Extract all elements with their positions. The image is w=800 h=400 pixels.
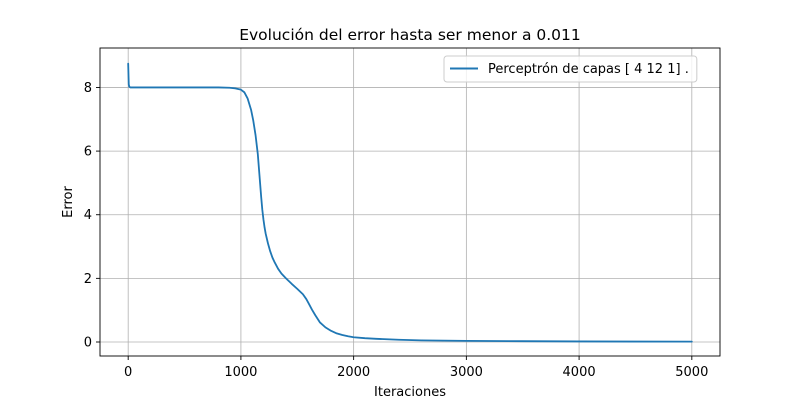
y-tick-label: 0 <box>84 336 92 351</box>
x-tick-label: 1000 <box>224 365 257 380</box>
y-tick-label: 8 <box>84 81 92 96</box>
x-tick-label: 5000 <box>675 365 708 380</box>
chart-title: Evolución del error hasta ser menor a 0.… <box>239 26 581 44</box>
x-tick-label: 3000 <box>450 365 483 380</box>
legend-label: Perceptrón de capas [ 4 12 1] . <box>488 62 689 77</box>
y-axis-label: Error <box>61 186 76 218</box>
y-tick-label: 4 <box>84 208 92 223</box>
x-tick-label: 0 <box>124 365 132 380</box>
legend-box <box>443 55 698 83</box>
x-tick-label: 4000 <box>563 365 596 380</box>
axis-ticks: 0 1000 2000 3000 4000 5000 0 2 4 6 8 <box>84 81 709 380</box>
series-line <box>127 62 693 343</box>
series-layer <box>127 62 693 343</box>
plot-frame <box>99 47 721 357</box>
y-tick-label: 2 <box>84 272 92 287</box>
legend: Perceptrón de capas [ 4 12 1] . <box>443 55 698 83</box>
x-tick-label: 2000 <box>337 365 370 380</box>
y-tick-label: 6 <box>84 145 92 160</box>
x-axis-label: Iteraciones <box>374 385 446 400</box>
